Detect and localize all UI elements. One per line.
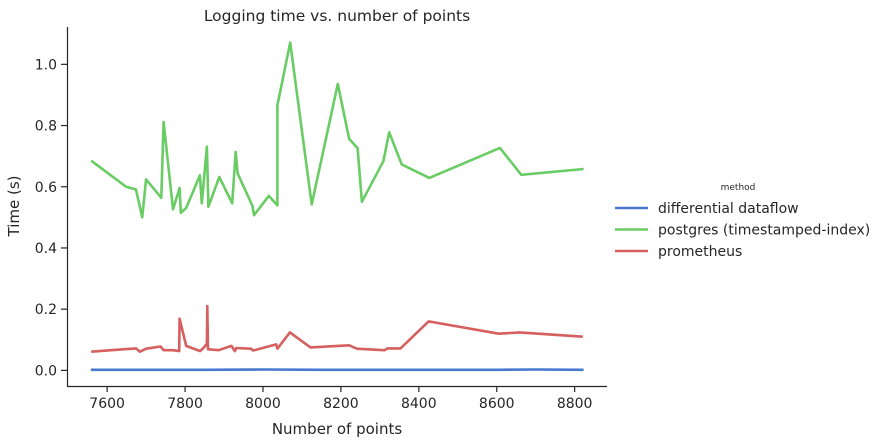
y-tick-label: 0.8	[35, 119, 57, 135]
legend: method differential dataflow postgres (ti…	[615, 183, 870, 260]
series-line-postgres-timestamped-index	[91, 43, 583, 218]
legend-label-prometheus: prometheus	[658, 244, 742, 260]
x-tick-label: 8400	[401, 396, 437, 412]
chart-title: Logging time vs. number of points	[204, 7, 470, 25]
x-axis-label: Number of points	[272, 420, 403, 438]
series-line-prometheus	[91, 306, 583, 352]
x-tick-label: 8000	[245, 396, 281, 412]
series-layer	[91, 43, 584, 370]
y-tick-label: 0.0	[35, 363, 57, 379]
y-tick-label: 0.2	[35, 302, 57, 318]
legend-label-postgres-timestamped-index: postgres (timestamped-index)	[658, 223, 870, 239]
y-tick-label: 1.0	[35, 57, 57, 73]
x-tick-label: 8800	[557, 396, 593, 412]
y-tick-label: 0.6	[35, 180, 57, 196]
y-axis-label: Time (s)	[5, 176, 23, 238]
y-axis-ticks: 0.0 0.2 0.4 0.6 0.8 1.0	[35, 57, 67, 379]
x-axis-ticks: 7600 7800 8000 8200 8400 8600 8800	[89, 386, 592, 412]
x-tick-label: 7800	[167, 396, 203, 412]
x-tick-label: 7600	[89, 396, 125, 412]
x-tick-label: 8200	[323, 396, 359, 412]
y-tick-label: 0.4	[35, 241, 57, 257]
x-tick-label: 8600	[479, 396, 515, 412]
legend-label-differential-dataflow: differential dataflow	[658, 201, 799, 217]
legend-title: method	[721, 183, 756, 193]
